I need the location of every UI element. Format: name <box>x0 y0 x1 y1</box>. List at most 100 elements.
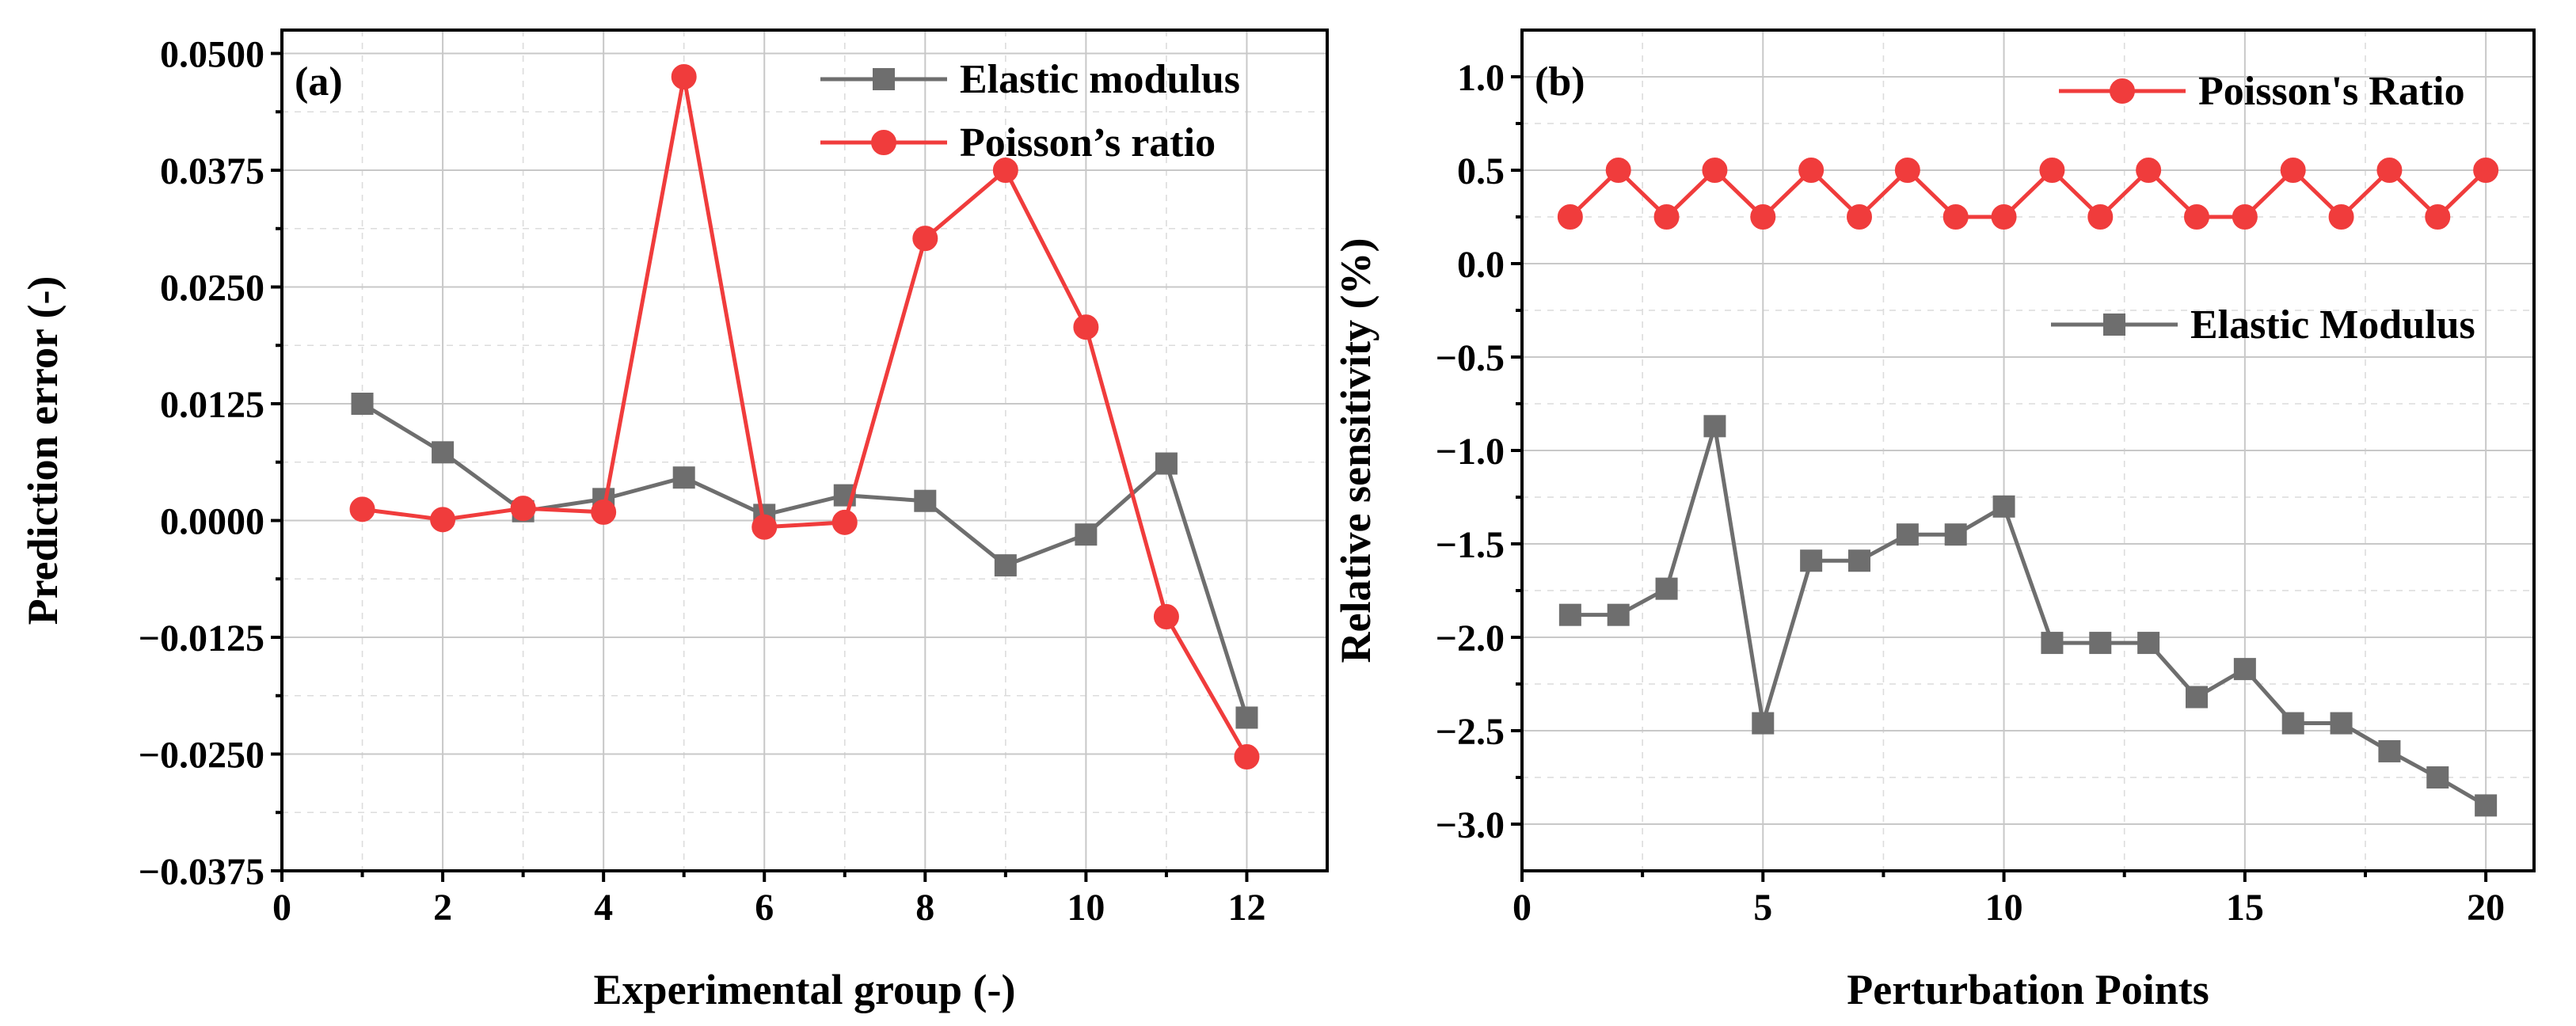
x-tick-label: 0 <box>272 887 291 929</box>
data-point <box>591 499 617 525</box>
data-point <box>912 226 938 252</box>
panel-label: (b) <box>1535 59 1585 104</box>
data-point <box>2087 204 2114 230</box>
data-point <box>1558 603 1581 626</box>
y-tick-label: 0.5 <box>1457 150 1505 192</box>
data-point <box>1073 314 1099 340</box>
data-point <box>1653 204 1680 230</box>
data-point <box>2425 204 2451 230</box>
data-point <box>2328 204 2354 230</box>
data-point <box>1605 158 1631 183</box>
series-elastic-modulus <box>351 393 1258 729</box>
x-tick-label: 10 <box>1985 887 2023 929</box>
x-tick-label: 12 <box>1227 887 1265 929</box>
data-point <box>1075 523 1098 546</box>
data-point <box>672 466 695 489</box>
panel-label: (a) <box>295 59 343 104</box>
x-tick-label: 4 <box>594 887 613 929</box>
data-point <box>1234 744 1260 770</box>
series-poisson-s-ratio <box>1557 158 2499 230</box>
y-tick-label: −2.5 <box>1436 711 1505 753</box>
data-point <box>1750 204 1776 230</box>
legend-marker <box>2103 314 2125 336</box>
y-axis-label: Prediction error (-) <box>19 276 67 625</box>
series-line <box>361 401 1249 719</box>
data-point <box>2041 632 2064 655</box>
legend-marker <box>871 130 896 155</box>
data-point <box>751 514 778 540</box>
data-point <box>2089 632 2112 655</box>
data-point <box>1607 603 1630 626</box>
data-point <box>1557 204 1583 230</box>
x-tick-label: 8 <box>915 887 934 929</box>
data-point <box>1894 158 1920 183</box>
data-point <box>914 489 937 512</box>
data-point <box>2136 158 2162 183</box>
data-point <box>510 496 536 522</box>
series-line <box>362 74 1249 758</box>
data-point <box>430 507 456 533</box>
y-tick-label: 0.0500 <box>160 34 264 76</box>
x-tick-label: 5 <box>1753 887 1772 929</box>
data-point <box>2232 204 2258 230</box>
x-tick-label: 15 <box>2226 887 2264 929</box>
data-point <box>831 509 858 535</box>
legend-entry: Poisson’s ratio <box>820 120 1216 165</box>
x-axis-label: Experimental group (-) <box>594 966 1016 1013</box>
x-tick-label: 10 <box>1067 887 1105 929</box>
data-point <box>2280 158 2306 183</box>
legend-marker <box>2110 78 2135 104</box>
legend-entry: Poisson's Ratio <box>2059 69 2465 114</box>
data-point <box>2330 712 2353 735</box>
series-poisson-s-ratio <box>349 64 1260 770</box>
data-point <box>2426 766 2449 788</box>
y-tick-label: −1.5 <box>1436 524 1505 566</box>
data-point <box>1798 158 1825 183</box>
y-tick-label: −0.5 <box>1436 337 1505 379</box>
data-point <box>2281 712 2304 735</box>
data-point <box>1896 523 1919 546</box>
y-tick-label: 0.0000 <box>160 501 264 543</box>
x-tick-label: 2 <box>433 887 452 929</box>
data-point <box>2233 658 2256 681</box>
x-axis-label: Perturbation Points <box>1847 966 2209 1013</box>
data-point <box>349 496 375 522</box>
data-point <box>1847 204 1872 230</box>
data-point <box>1153 604 1179 630</box>
data-point <box>2378 739 2401 762</box>
data-point <box>1944 523 1967 546</box>
legend-label: Elastic modulus <box>960 57 1240 102</box>
legend-entry: Elastic Modulus <box>2051 302 2475 348</box>
y-tick-label: 0.0375 <box>160 150 264 192</box>
data-point <box>1155 452 1178 475</box>
y-tick-label: −2.0 <box>1436 618 1505 659</box>
y-tick-label: 0.0 <box>1457 244 1505 286</box>
x-tick-label: 0 <box>1512 887 1532 929</box>
data-point <box>1655 577 1678 600</box>
data-point <box>1752 712 1775 735</box>
chart-panel-b: 0 5 10 15 20 −3.0 −2.5 −2.0 −1.5 −1.0 −0.5 0.0 0.5 1.… <box>1332 28 2536 1013</box>
data-point <box>1848 549 1870 572</box>
y-axis-label: Relative sensitivity (%) <box>1332 238 1379 663</box>
legend-label: Elastic Modulus <box>2190 302 2475 348</box>
data-point <box>2039 158 2065 183</box>
data-point <box>432 441 455 464</box>
data-point <box>1800 549 1823 572</box>
data-point <box>1702 158 1728 183</box>
x-tick-label: 6 <box>755 887 774 929</box>
legend-entry: Elastic modulus <box>820 57 1240 102</box>
y-tick-label: 0.0250 <box>160 268 264 310</box>
legend-label: Poisson’s ratio <box>960 120 1216 165</box>
y-tick-label: −0.0375 <box>139 851 264 893</box>
y-tick-label: −0.0125 <box>139 618 264 659</box>
data-point <box>994 554 1017 577</box>
y-tick-label: 0.0125 <box>160 384 264 426</box>
y-tick-label: −0.0250 <box>139 735 264 777</box>
series-elastic-modulus <box>1558 415 2498 817</box>
plot-frame <box>280 28 1329 872</box>
data-point <box>2184 204 2209 230</box>
data-point <box>1703 415 1726 438</box>
data-point <box>2186 686 2208 709</box>
data-point <box>2137 632 2160 655</box>
